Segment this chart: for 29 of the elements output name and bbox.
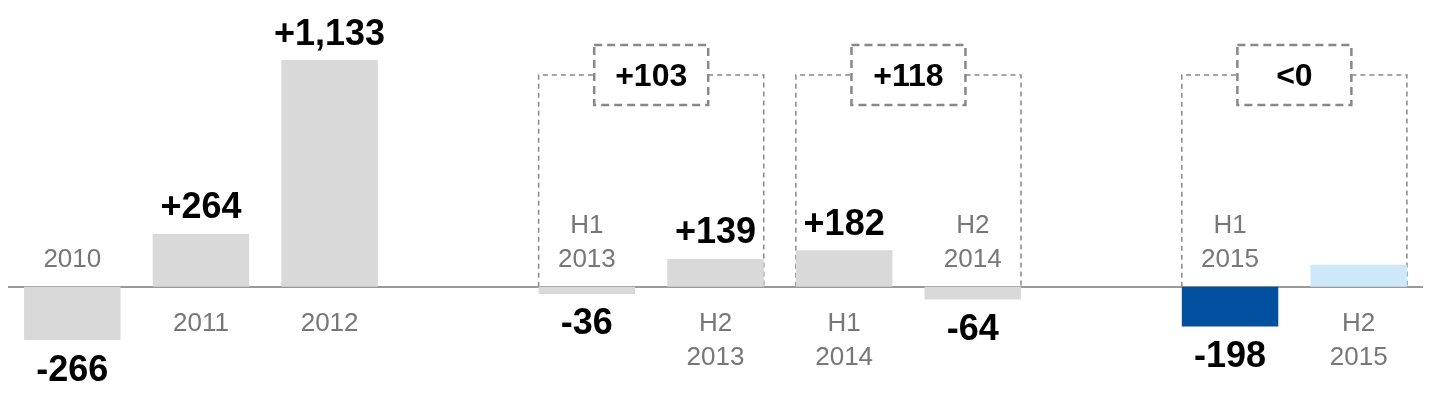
annotation: <0: [1276, 57, 1313, 93]
data-label: +264: [160, 185, 242, 227]
x-tick-label: H2 2014: [943, 208, 1002, 273]
data-label: +182: [803, 201, 885, 243]
bar: [281, 60, 378, 287]
data-label: -198: [1194, 333, 1267, 375]
annotation: +118: [873, 57, 944, 93]
bar: [1310, 264, 1407, 287]
bar: [152, 233, 250, 287]
data-label: +139: [674, 210, 757, 252]
bar: [795, 250, 893, 287]
x-tick-label: 2012: [300, 306, 359, 337]
data-label: -36: [560, 301, 613, 343]
bar: [24, 286, 121, 340]
data-label: +1,133: [274, 11, 386, 53]
x-tick-label: H2 2013: [686, 306, 745, 371]
data-label: -64: [946, 307, 999, 349]
bar: [667, 258, 764, 287]
x-tick-label: H1 2013: [557, 208, 616, 273]
bar: [1181, 286, 1279, 327]
bar: [538, 286, 636, 294]
x-tick-label: H2 2015: [1329, 306, 1388, 371]
annotation: +103: [615, 57, 688, 93]
data-label: -266: [36, 347, 109, 389]
x-tick-label: 2010: [43, 242, 102, 273]
x-tick-label: 2011: [172, 306, 229, 337]
x-tick-label: H1 2014: [815, 306, 874, 371]
x-tick-label: H1 2015: [1201, 208, 1259, 273]
bar: [924, 286, 1022, 300]
